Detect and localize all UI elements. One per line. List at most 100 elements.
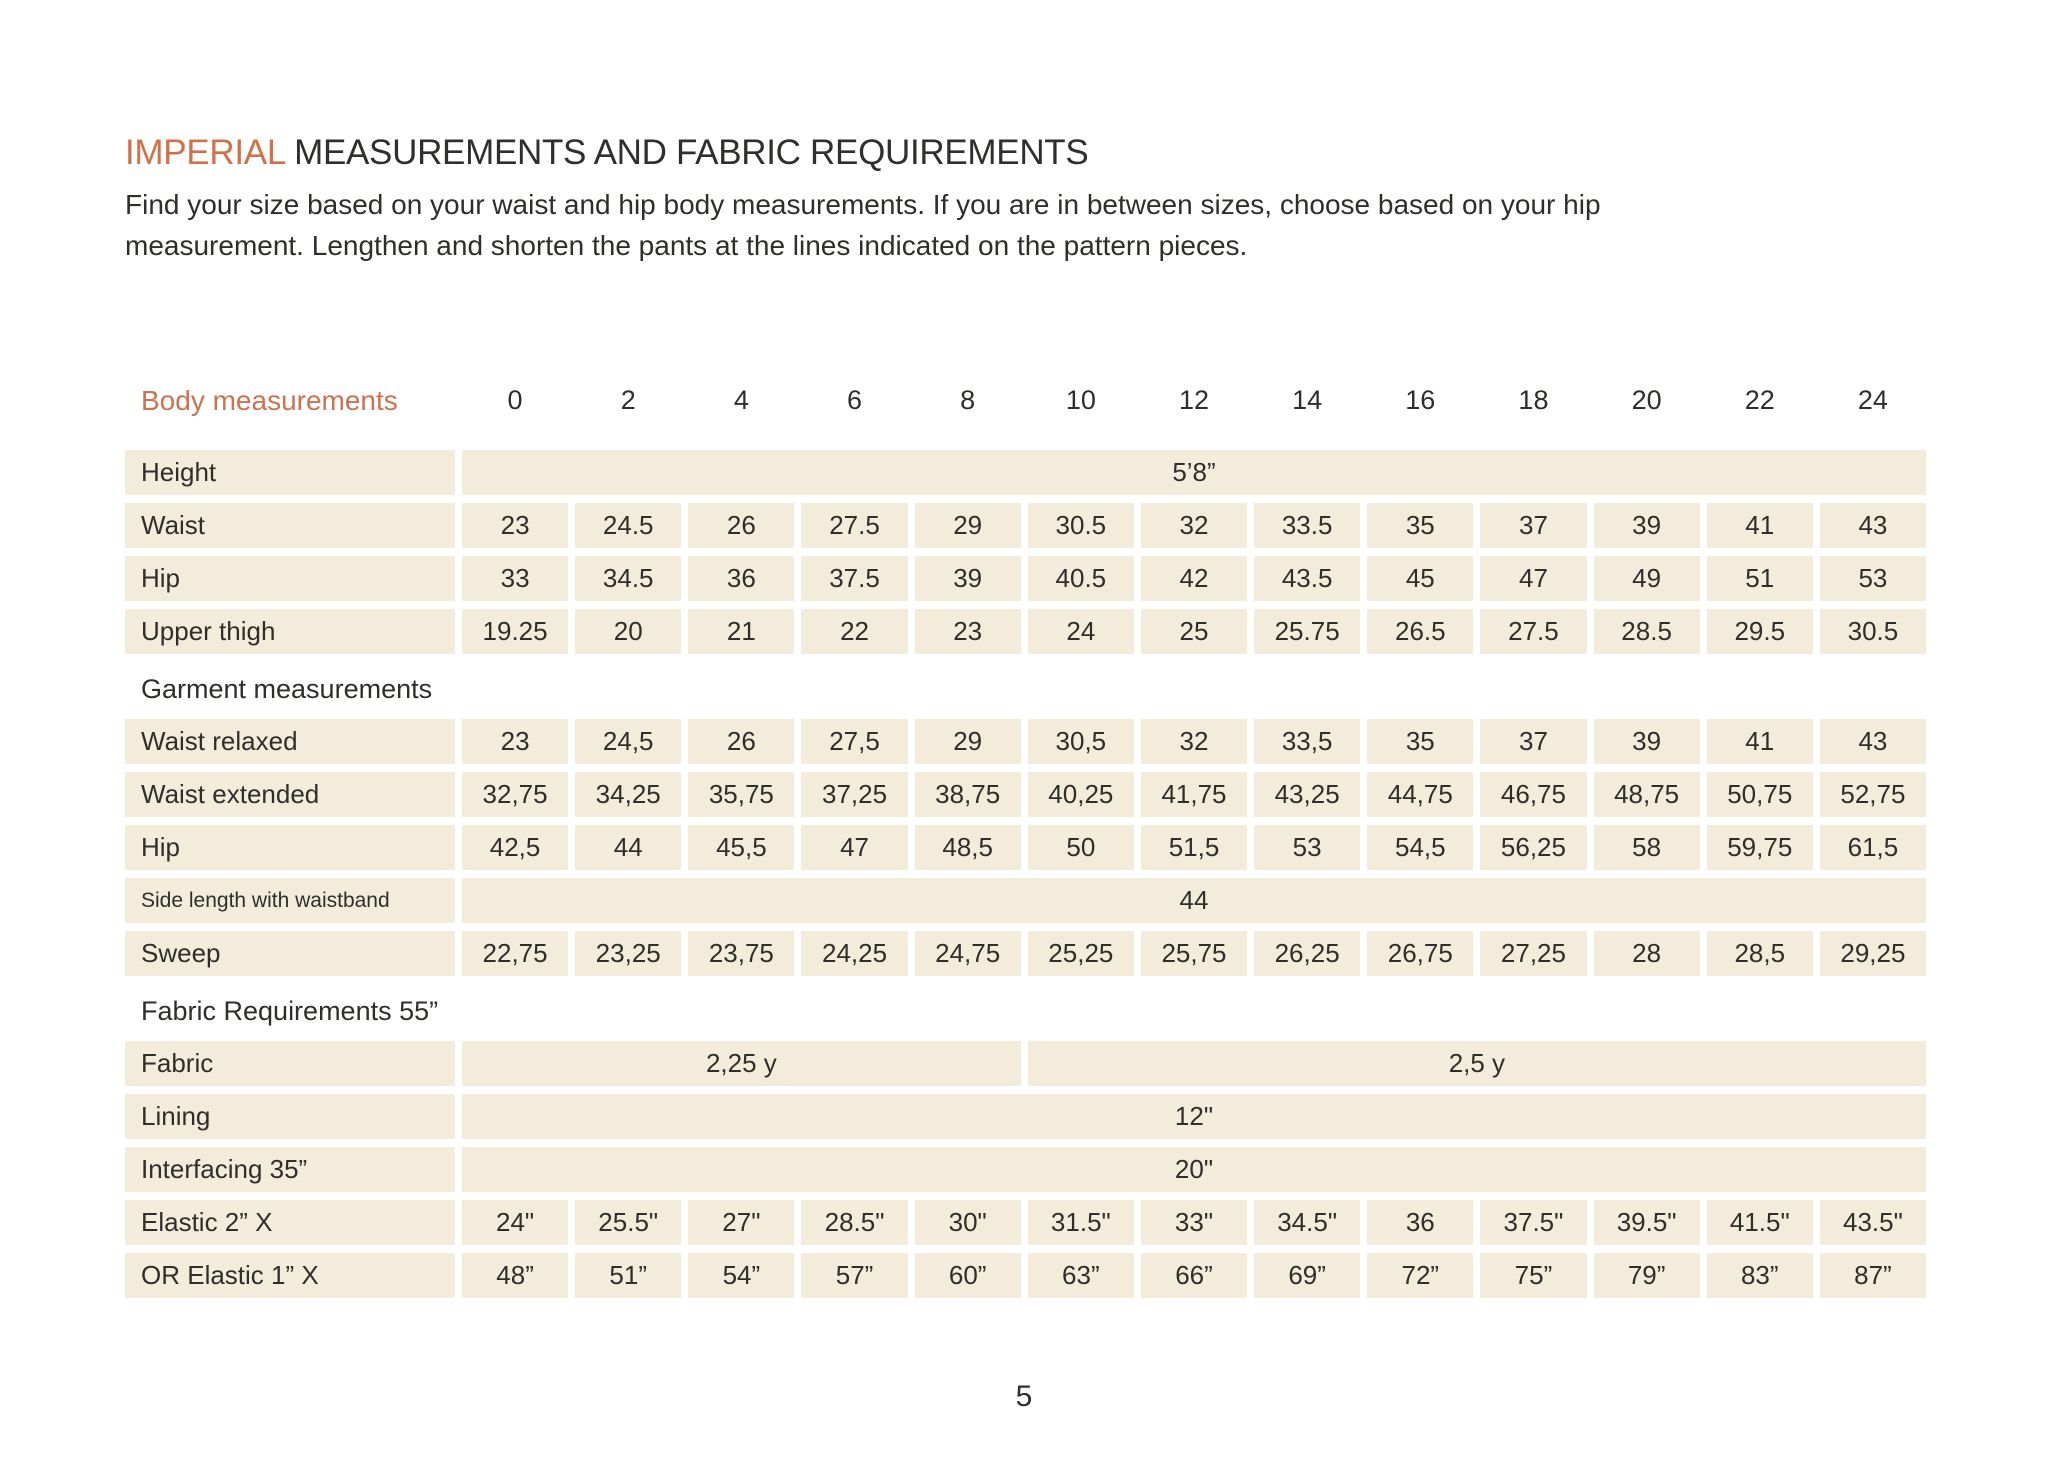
table-row: Waist relaxed 23 24,5 26 27,5 29 30,5 32 33,5 35 3… — [125, 719, 1926, 764]
value-cell: 24,75 — [914, 931, 1021, 976]
value-cell: 48,5 — [914, 825, 1021, 870]
section-label: Fabric Requirements 55” — [141, 996, 439, 1026]
value-cell: 39 — [1593, 503, 1700, 548]
value-cell: 36 — [688, 556, 795, 601]
row-label: Sweep — [125, 931, 455, 976]
value-cell: 40,25 — [1027, 772, 1134, 817]
value-cell: 48,75 — [1593, 772, 1700, 817]
value-cell: 79” — [1593, 1253, 1700, 1298]
value-cell: 22,75 — [462, 931, 569, 976]
table-row: Interfacing 35” 20" — [125, 1147, 1926, 1192]
value-cell: 30.5 — [1027, 503, 1134, 548]
size-column-header: 20 — [1631, 385, 1662, 415]
value-cell: 42,5 — [462, 825, 569, 870]
value-cell: 25,75 — [1140, 931, 1248, 976]
value-cell: 34.5" — [1254, 1200, 1361, 1245]
value-cell: 30" — [914, 1200, 1021, 1245]
value-cell: 23,25 — [575, 931, 682, 976]
value-cell: 27.5 — [801, 503, 908, 548]
value-cell: 53 — [1254, 825, 1361, 870]
size-column-header: 8 — [960, 385, 976, 415]
table-row: Waist 23 24.5 26 27.5 29 30.5 32 33.5 35 37 39 41 43 — [125, 503, 1926, 548]
value-cell: 56,25 — [1480, 825, 1587, 870]
value-cell: 87” — [1819, 1253, 1926, 1298]
row-label: Side length with waistband — [125, 878, 455, 923]
value-cell: 26 — [688, 503, 795, 548]
value-cell: 37 — [1480, 503, 1587, 548]
page-number: 5 — [1015, 1380, 1033, 1413]
size-column-header: 10 — [1065, 385, 1096, 415]
value-cell: 31.5" — [1027, 1200, 1134, 1245]
row-label: Height — [125, 450, 455, 495]
value-cell: 39.5" — [1593, 1200, 1700, 1245]
value-cell: 37 — [1480, 719, 1587, 764]
value-cell: 63” — [1027, 1253, 1134, 1298]
size-column-header: 22 — [1744, 385, 1775, 415]
value-cell: 49 — [1593, 556, 1700, 601]
value-cell: 20 — [575, 609, 682, 654]
split-value-cell: 2,5 y — [1027, 1041, 1926, 1086]
table-row: Upper thigh 19.25 20 21 22 23 24 25 25.75 26.5 27.… — [125, 609, 1926, 654]
value-cell: 51,5 — [1140, 825, 1248, 870]
value-cell: 24,5 — [575, 719, 682, 764]
value-cell: 52,75 — [1819, 772, 1926, 817]
value-cell: 39 — [914, 556, 1021, 601]
value-cell: 48” — [462, 1253, 569, 1298]
value-cell: 33,5 — [1254, 719, 1361, 764]
size-column-header: 12 — [1178, 385, 1210, 415]
page-title-rest: MEASUREMENTS AND FABRIC REQUIREMENTS — [284, 133, 1089, 172]
value-cell: 27,25 — [1480, 931, 1587, 976]
table-header-label: Body measurements — [141, 384, 398, 416]
value-cell: 25.5" — [575, 1200, 682, 1245]
value-cell: 28 — [1593, 931, 1700, 976]
size-column-header: 14 — [1292, 385, 1323, 415]
value-cell: 23 — [462, 503, 569, 548]
value-cell: 44 — [575, 825, 682, 870]
value-cell: 43.5" — [1819, 1200, 1926, 1245]
value-cell: 61,5 — [1819, 825, 1926, 870]
size-column-header: 24 — [1857, 385, 1888, 415]
value-cell: 41.5" — [1706, 1200, 1813, 1245]
value-cell: 57” — [801, 1253, 908, 1298]
value-cell: 28,5 — [1706, 931, 1813, 976]
value-cell: 35 — [1367, 719, 1474, 764]
table-row: Hip 42,5 44 45,5 47 48,5 50 51,5 53 54,5 56,25 58 59… — [125, 825, 1926, 870]
value-cell: 44,75 — [1367, 772, 1474, 817]
size-column-header: 0 — [507, 385, 523, 415]
value-cell: 28.5 — [1593, 609, 1700, 654]
value-cell: 46,75 — [1480, 772, 1587, 817]
size-table: Body measurements 0 2 4 6 8 10 12 14 16 18 20 22 24 … — [125, 378, 1926, 1306]
value-cell: 41 — [1706, 719, 1813, 764]
value-cell: 29.5 — [1706, 609, 1813, 654]
value-cell: 72” — [1367, 1253, 1474, 1298]
value-cell: 83” — [1706, 1253, 1813, 1298]
value-cell: 75” — [1480, 1253, 1587, 1298]
split-value-cell: 2,25 y — [462, 1041, 1021, 1086]
value-cell: 27,5 — [801, 719, 908, 764]
value-cell: 54,5 — [1367, 825, 1474, 870]
value-cell: 58 — [1593, 825, 1700, 870]
value-cell: 24,25 — [801, 931, 908, 976]
value-cell: 45,5 — [688, 825, 795, 870]
value-cell: 45 — [1367, 556, 1474, 601]
table-body: Height 5’8” Waist 23 24.5 26 27.5 29 30.5 32 33.5 3… — [125, 450, 1926, 1298]
table-row: Fabric 2,25 y 2,5 y — [125, 1041, 1926, 1086]
value-cell: 27.5 — [1480, 609, 1587, 654]
table-row: Sweep 22,75 23,25 23,75 24,25 24,75 25,25 25,75… — [125, 931, 1926, 976]
value-cell: 25.75 — [1254, 609, 1361, 654]
row-label: Waist relaxed — [125, 719, 455, 764]
size-column-header: 2 — [620, 385, 636, 415]
page-title: IMPERIAL MEASUREMENTS AND FABRIC REQUIRE… — [125, 133, 1089, 173]
value-cell: 22 — [801, 609, 908, 654]
intro-line-1: Find your size based on your waist and h… — [125, 189, 1601, 220]
table-row: OR Elastic 1” X 48” 51” 54” 57” 60” 63” 66” 69” 7… — [125, 1253, 1926, 1298]
value-cell: 24.5 — [575, 503, 682, 548]
value-cell: 33.5 — [1254, 503, 1361, 548]
value-cell: 38,75 — [914, 772, 1021, 817]
value-cell: 30,5 — [1027, 719, 1134, 764]
value-cell: 35 — [1367, 503, 1474, 548]
row-label: Interfacing 35” — [125, 1147, 455, 1192]
section-label: Garment measurements — [141, 674, 433, 704]
table-row: Side length with waistband 44 — [125, 878, 1926, 923]
value-cell: 43 — [1819, 503, 1926, 548]
